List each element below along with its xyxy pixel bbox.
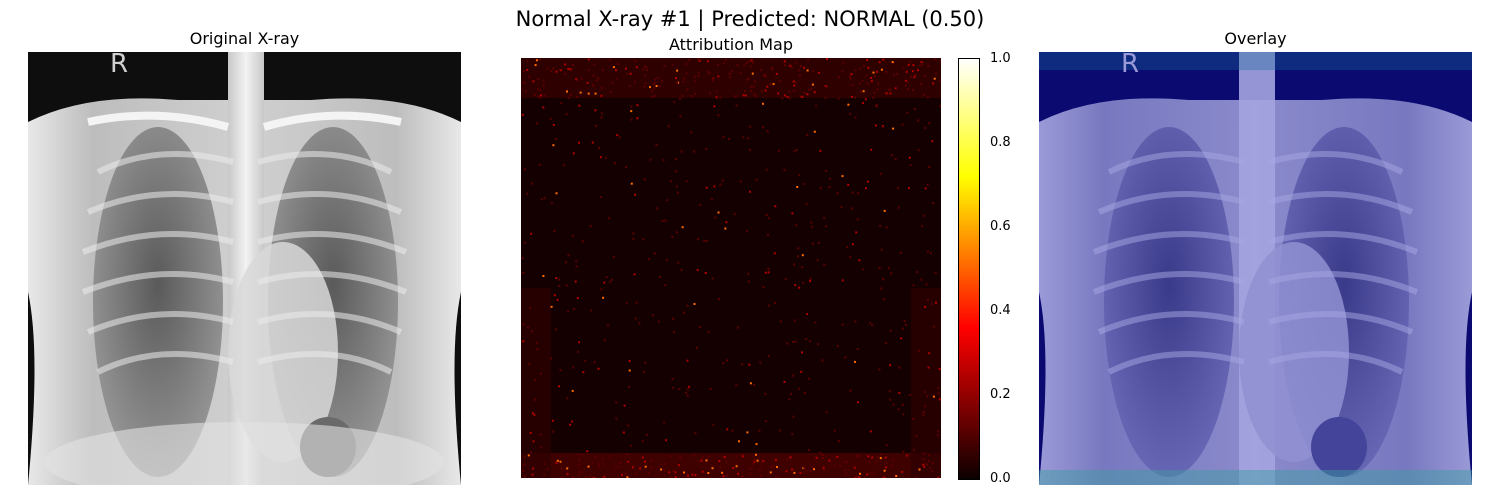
colorbar-tick-0.0: 0.0 — [990, 471, 1011, 486]
original-xray-image: R — [28, 52, 461, 485]
attribution-speckles — [521, 58, 941, 478]
panel-title-overlay: Overlay — [1224, 29, 1287, 48]
attribution-map-image — [521, 58, 941, 478]
colorbar-tick-0.2: 0.2 — [990, 387, 1011, 402]
panel-title-original: Original X-ray — [189, 29, 300, 48]
colorbar-tick-0.6: 0.6 — [990, 219, 1011, 234]
colorbar-tick-0.4: 0.4 — [990, 303, 1011, 318]
colorbar-tick-1.0: 1.0 — [990, 51, 1011, 66]
panel-title-attribution: Attribution Map — [668, 35, 794, 54]
xray-side-marker: R — [110, 52, 128, 79]
overlay-side-marker: R — [1121, 52, 1139, 79]
figure-title: Normal X-ray #1 | Predicted: NORMAL (0.5… — [515, 7, 985, 31]
colorbar-tick-0.8: 0.8 — [990, 135, 1011, 150]
colorbar — [958, 58, 980, 480]
overlay-image: R — [1039, 52, 1472, 485]
